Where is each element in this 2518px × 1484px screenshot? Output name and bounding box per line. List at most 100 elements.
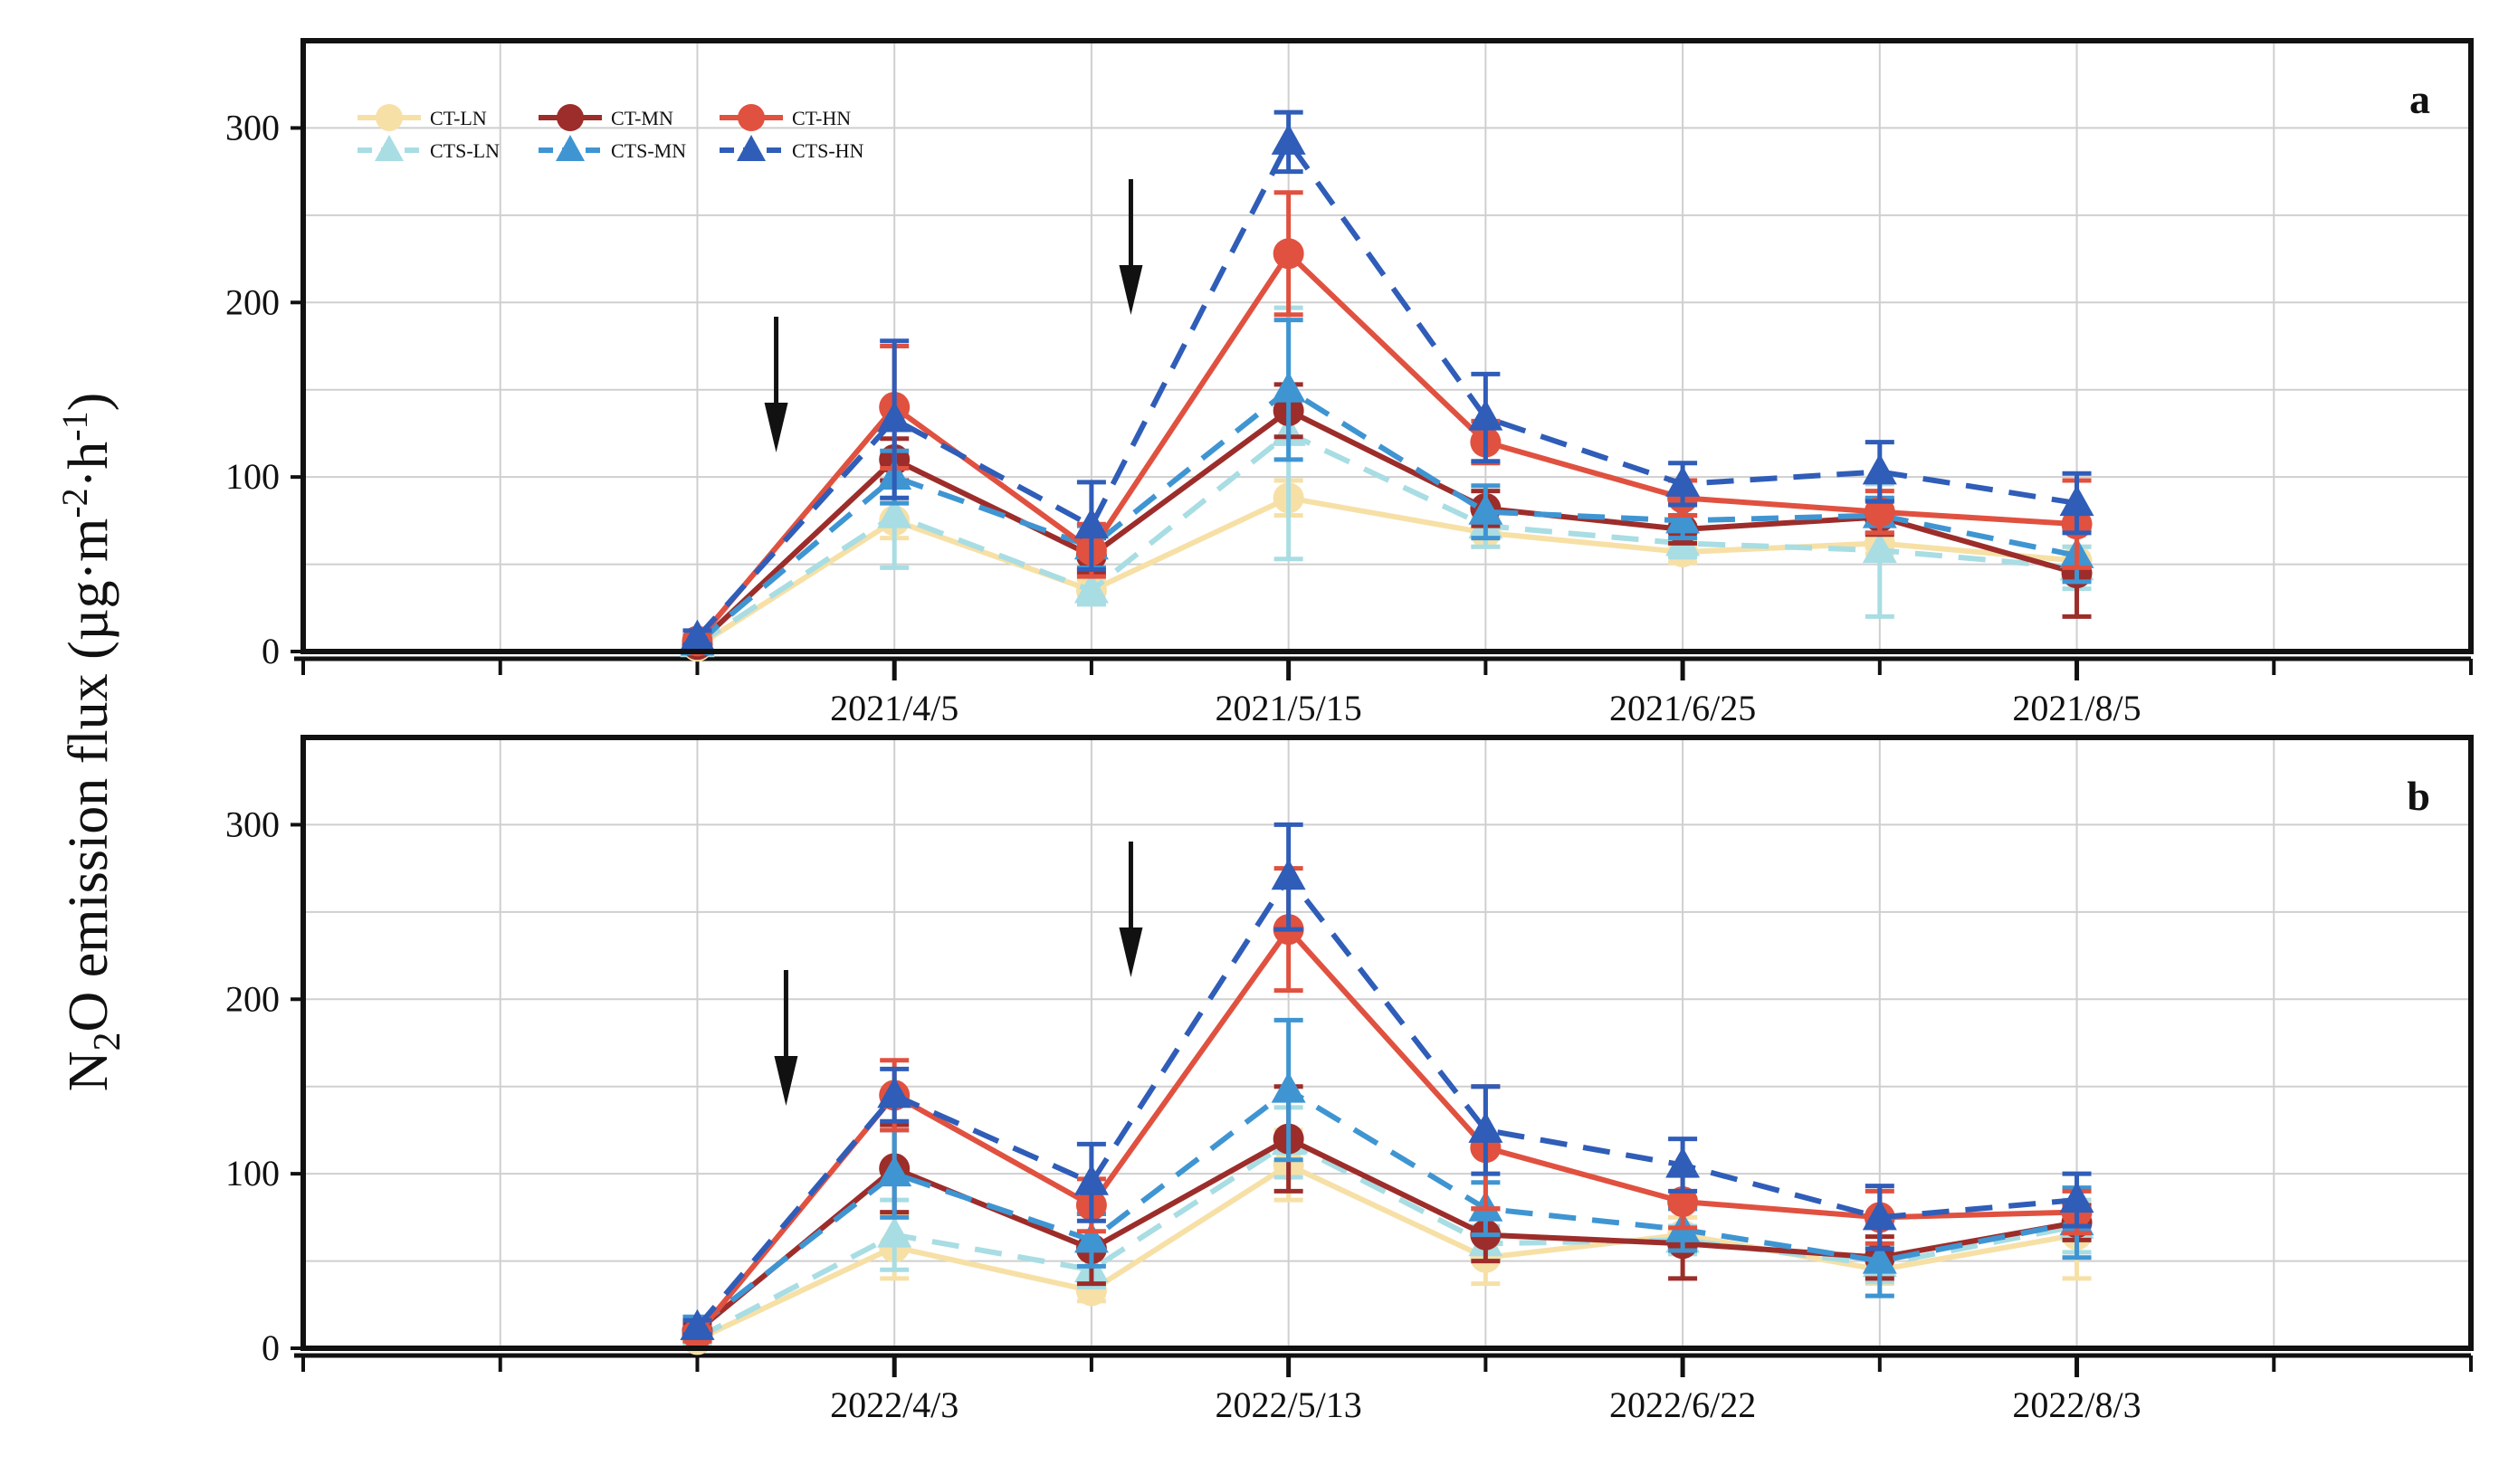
panel-a: 0 100 200 300 2021/4/5 2021/5/15 2021/6/25 2021… [225, 38, 2474, 728]
series-line [695, 1136, 2078, 1334]
event-arrow-head [1119, 928, 1143, 977]
data-point [1271, 371, 1306, 403]
legend-label: CTS-LN [430, 139, 500, 162]
data-point [1073, 1164, 1109, 1195]
y-tick-label: 100 [225, 456, 280, 497]
event-arrow [774, 970, 798, 1106]
legend-label: CTS-MN [611, 139, 686, 162]
series-line [696, 1162, 2078, 1343]
panel-label: a [2409, 76, 2430, 122]
data-point [1665, 1146, 1701, 1178]
ylabel-mid: O emission flux (µg·m [58, 518, 119, 1032]
series-line [695, 1087, 2078, 1330]
ylabel-sup2: -1 [54, 411, 95, 441]
legend-entry-cts-hn: CTS-HN [720, 135, 864, 162]
data-point [1862, 453, 1897, 485]
data-point [877, 1156, 912, 1187]
data-point [877, 401, 912, 433]
data-point [1667, 1186, 1699, 1217]
event-arrow-head [1119, 265, 1143, 315]
legend-label: CT-LN [430, 107, 487, 129]
data-point [1862, 1199, 1897, 1231]
data-point [1665, 502, 1701, 534]
x-tick-label: 2022/8/3 [2012, 1384, 2141, 1425]
data-point [680, 1308, 715, 1340]
legend-label: CT-MN [611, 107, 673, 129]
data-point [1665, 465, 1701, 497]
data-point [877, 497, 912, 528]
event-arrow-head [764, 403, 788, 452]
y-tick-label: 200 [225, 281, 280, 322]
grid [303, 737, 2471, 1348]
plot-frame [300, 735, 2474, 1351]
series-line [695, 927, 2077, 1337]
series-line [695, 430, 2077, 647]
x-tick-label: 2021/5/15 [1216, 688, 1362, 728]
data-point [1073, 508, 1109, 539]
series-line [695, 138, 2078, 640]
y-tick-label: 200 [225, 978, 280, 1019]
ylabel-dot: ·h [58, 442, 119, 489]
series-line [695, 251, 2077, 643]
data-point [1864, 496, 1895, 528]
legend-entry-ct-ln: CT-LN [358, 104, 487, 131]
ylabel-end: ) [58, 393, 119, 412]
event-arrow-head [774, 1056, 798, 1106]
y-tick-label: 300 [225, 804, 280, 844]
ylabel-sub: 2 [87, 1032, 129, 1051]
legend-entry-cts-mn: CTS-MN [539, 135, 686, 162]
legend-entry-ct-hn: CT-HN [720, 104, 851, 131]
y-axis-label: N2O emission flux (µg·m-2·h-1) [54, 393, 129, 1092]
data-point [1271, 859, 1306, 890]
data-point [1073, 1222, 1109, 1253]
x-tick-label: 2021/8/5 [2012, 688, 2141, 728]
event-arrow [1119, 179, 1143, 315]
y-tick-label: 0 [262, 1327, 280, 1368]
legend-marker [375, 135, 404, 161]
series-line [695, 386, 2078, 645]
data-point [877, 1077, 912, 1108]
plot-frame [300, 38, 2474, 654]
data-point [1468, 1111, 1503, 1143]
legend-marker [376, 104, 403, 131]
series-line [696, 1139, 2078, 1341]
event-arrow [1119, 842, 1143, 977]
series-line [695, 407, 2078, 647]
panel-b: 0 100 200 300 2022/4/3 2022/5/13 2022/6/22 2022… [225, 735, 2474, 1425]
y-tick-label: 300 [225, 107, 280, 147]
y-tick-label: 100 [225, 1153, 280, 1194]
legend: CT-LN CTS-LN CT-MN CTS-MN CT-HN CTS-HN [358, 104, 864, 162]
legend-entry-cts-ln: CTS-LN [358, 135, 500, 162]
event-arrow [764, 317, 788, 452]
x-tick-label: 2022/5/13 [1216, 1384, 1362, 1425]
legend-marker [556, 135, 585, 161]
legend-marker [557, 104, 584, 131]
series-line [695, 495, 2077, 649]
x-tick-label: 2021/6/25 [1609, 688, 1756, 728]
data-point [1273, 238, 1304, 270]
data-point [1468, 493, 1503, 525]
legend-label: CT-HN [792, 107, 851, 129]
legend-entry-ct-mn: CT-MN [539, 104, 673, 131]
x-tick-label: 2021/4/5 [830, 688, 959, 728]
ylabel-sup1: -2 [54, 488, 95, 518]
y-tick-label: 0 [262, 631, 280, 671]
data-point [2059, 485, 2094, 517]
data-point [1862, 1242, 1897, 1274]
x-tick-label: 2022/6/22 [1609, 1384, 1756, 1425]
series-line [695, 874, 2077, 1329]
series-cts-hn [680, 822, 2094, 1340]
x-tick-label: 2022/4/3 [830, 1384, 959, 1425]
panel-label: b [2407, 773, 2430, 819]
ylabel-main: N [58, 1051, 119, 1092]
data-point [1073, 572, 1109, 604]
data-point [877, 1216, 912, 1248]
data-point [1271, 1071, 1306, 1103]
data-point [680, 619, 715, 651]
legend-label: CTS-HN [792, 139, 864, 162]
data-point [1862, 532, 1897, 564]
data-point [1271, 123, 1306, 155]
series-cts-hn [680, 109, 2094, 651]
grid [303, 41, 2471, 652]
